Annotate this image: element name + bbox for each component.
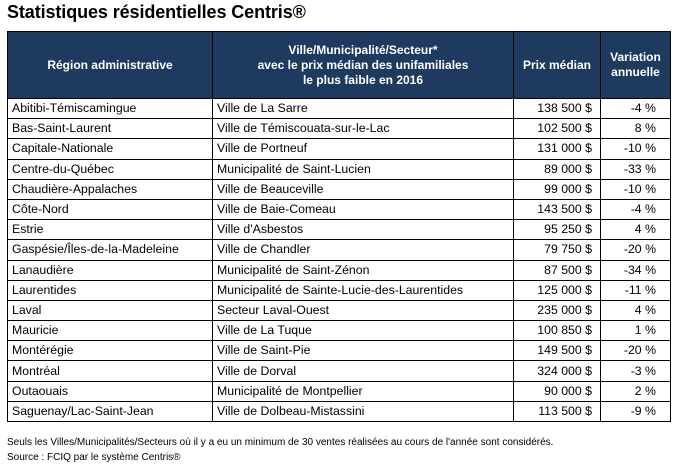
- cell-prix: 79 750 $: [513, 239, 601, 261]
- cell-region: Montérégie: [7, 340, 213, 362]
- cell-ville: Ville de La Tuque: [212, 320, 514, 342]
- header-ville-line3: le plus faible en 2016: [302, 72, 424, 87]
- table-row: Outaouais Municipalité de Montpellier 90 0…: [7, 380, 671, 402]
- cell-prix: 95 250 $: [513, 219, 601, 241]
- cell-region: Mauricie: [7, 320, 213, 342]
- cell-region: Lanaudière: [7, 259, 213, 281]
- cell-variation: 4 %: [600, 299, 671, 322]
- cell-region: Abitibi-Témiscamingue: [7, 97, 213, 120]
- header-prix: Prix médian: [513, 31, 601, 99]
- cell-prix: 149 500 $: [513, 340, 601, 362]
- table-row: Gaspésie/Îles-de-la-Madeleine Ville de Ch…: [7, 239, 671, 261]
- cell-variation: 8 %: [600, 118, 671, 140]
- cell-region: Gaspésie/Îles-de-la-Madeleine: [7, 239, 213, 261]
- cell-prix: 113 500 $: [513, 400, 601, 423]
- cell-ville: Ville de Portneuf: [212, 138, 514, 160]
- cell-ville: Ville de Chandler: [212, 239, 514, 261]
- cell-ville: Ville de Dolbeau-Mistassini: [212, 400, 514, 423]
- header-ville: Ville/Municipalité/Secteur* avec le prix…: [212, 31, 514, 99]
- cell-prix: 90 000 $: [513, 380, 601, 402]
- table-row: Lanaudière Municipalité de Saint-Zénon 87 …: [7, 259, 671, 281]
- cell-variation: -4 %: [600, 97, 671, 120]
- cell-ville: Ville de Beauceville: [212, 178, 514, 200]
- cell-ville: Ville de La Sarre: [212, 97, 514, 120]
- cell-prix: 324 000 $: [513, 360, 601, 382]
- cell-variation: -11 %: [600, 279, 671, 301]
- table-row: Estrie Ville d'Asbestos 95 250 $4 %: [7, 219, 671, 241]
- cell-variation: -9 %: [600, 400, 671, 423]
- header-prix-label: Prix médian: [522, 57, 592, 72]
- cell-variation: -20 %: [600, 239, 671, 261]
- cell-prix: 99 000 $: [513, 178, 601, 200]
- cell-ville: Municipalité de Montpellier: [212, 380, 514, 402]
- cell-region: Capitale-Nationale: [7, 138, 213, 160]
- cell-region: Côte-Nord: [7, 198, 213, 221]
- cell-prix: 102 500 $: [513, 118, 601, 140]
- table-row: Bas-Saint-Laurent Ville de Témiscouata-su…: [7, 118, 671, 140]
- cell-region: Chaudière-Appalaches: [7, 178, 213, 200]
- table-header-row: Région administrative Ville/Municipalité…: [7, 31, 671, 99]
- table-row: Capitale-Nationale Ville de Portneuf 131 0…: [7, 138, 671, 160]
- table-row: Abitibi-Témiscamingue Ville de La Sarre 13…: [7, 97, 671, 120]
- table-body: Abitibi-Témiscamingue Ville de La Sarre 13…: [7, 97, 671, 423]
- table-row: Côte-Nord Ville de Baie-Comeau 143 500 $ -4…: [7, 198, 671, 221]
- table-row: Centre-du-Québec Municipalité de Saint-Lu…: [7, 158, 671, 180]
- cell-prix: 125 000 $: [513, 279, 601, 301]
- header-ville-line1: Ville/Municipalité/Secteur*: [288, 42, 438, 57]
- cell-ville: Ville de Saint-Pie: [212, 340, 514, 362]
- cell-region: Laval: [7, 299, 213, 322]
- cell-prix: 87 500 $: [513, 259, 601, 281]
- table-row: Saguenay/Lac-Saint-Jean Ville de Dolbeau-…: [7, 400, 671, 423]
- cell-ville: Municipalité de Sainte-Lucie-des-Laurent…: [212, 279, 514, 301]
- cell-ville: Municipalité de Saint-Lucien: [212, 158, 514, 180]
- cell-region: Outaouais: [7, 380, 213, 402]
- cell-variation: 4 %: [600, 219, 671, 241]
- cell-variation: -10 %: [600, 138, 671, 160]
- cell-variation: -33 %: [600, 158, 671, 180]
- table-row: Mauricie Ville de La Tuque 100 850 $1 %: [7, 320, 671, 342]
- table-row: Montréal Ville de Dorval 324 000 $ -3 %: [7, 360, 671, 382]
- cell-region: Saguenay/Lac-Saint-Jean: [7, 400, 213, 423]
- cell-variation: 2 %: [600, 380, 671, 402]
- cell-ville: Municipalité de Saint-Zénon: [212, 259, 514, 281]
- cell-ville: Ville de Baie-Comeau: [212, 198, 514, 221]
- cell-variation: -10 %: [600, 178, 671, 200]
- cell-prix: 235 000 $: [513, 299, 601, 322]
- table-row: Montérégie Ville de Saint-Pie 149 500 $ -20…: [7, 340, 671, 362]
- cell-ville: Ville de Témiscouata-sur-le-Lac: [212, 118, 514, 140]
- cell-region: Montréal: [7, 360, 213, 382]
- source-note: Source : FCIQ par le système Centris®: [7, 452, 181, 463]
- footnote: Seuls les Villes/Municipalités/Secteurs …: [7, 437, 554, 448]
- cell-variation: -4 %: [600, 198, 671, 221]
- header-variation: Variation annuelle: [600, 31, 671, 99]
- cell-variation: -20 %: [600, 340, 671, 362]
- cell-region: Laurentides: [7, 279, 213, 301]
- cell-variation: -34 %: [600, 259, 671, 281]
- cell-ville: Secteur Laval-Ouest: [212, 299, 514, 322]
- cell-prix: 131 000 $: [513, 138, 601, 160]
- cell-region: Bas-Saint-Laurent: [7, 118, 213, 140]
- cell-prix: 138 500 $: [513, 97, 601, 120]
- header-ville-line2: avec le prix médian des unifamiliales: [257, 57, 469, 72]
- table-row: Laval Secteur Laval-Ouest 235 000 $4 %: [7, 299, 671, 322]
- header-variation-line1: Variation: [610, 50, 661, 64]
- cell-ville: Ville de Dorval: [212, 360, 514, 382]
- cell-variation: -3 %: [600, 360, 671, 382]
- cell-variation: 1 %: [600, 320, 671, 342]
- table-row: Laurentides Municipalité de Sainte-Lucie-…: [7, 279, 671, 301]
- cell-ville: Ville d'Asbestos: [212, 219, 514, 241]
- stats-table: Région administrative Ville/Municipalité…: [7, 31, 671, 423]
- cell-region: Centre-du-Québec: [7, 158, 213, 180]
- table-row: Chaudière-Appalaches Ville de Beauceville…: [7, 178, 671, 200]
- header-region-label: Région administrative: [47, 57, 173, 72]
- cell-prix: 143 500 $: [513, 198, 601, 221]
- cell-prix: 89 000 $: [513, 158, 601, 180]
- cell-region: Estrie: [7, 219, 213, 241]
- header-region: Région administrative: [7, 31, 213, 99]
- page-title: Statistiques résidentielles Centris®: [7, 2, 306, 22]
- cell-prix: 100 850 $: [513, 320, 601, 342]
- header-variation-line2: annuelle: [611, 65, 660, 79]
